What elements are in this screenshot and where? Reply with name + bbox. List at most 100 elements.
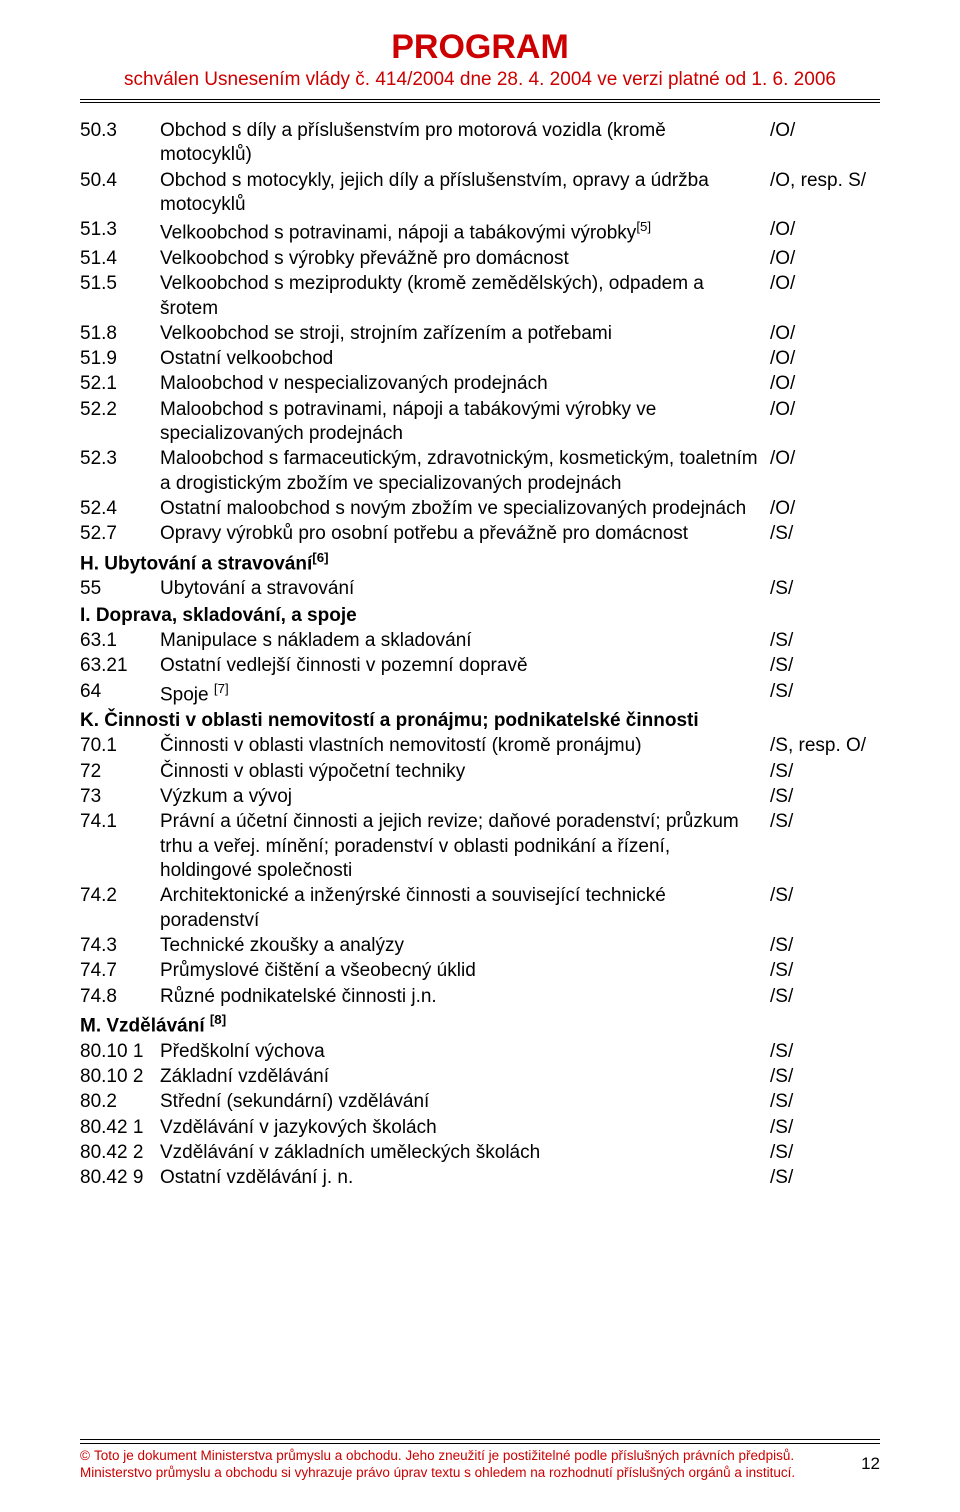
table-row: 55Ubytování a stravování/S/ [80, 577, 880, 601]
program-subtitle: schválen Usnesením vlády č. 414/2004 dne… [80, 69, 880, 91]
classification-tag: /O/ [770, 347, 880, 371]
classification-code: 51.8 [80, 322, 160, 346]
classification-tag: /S/ [770, 760, 880, 784]
classification-description: Velkoobchod s meziprodukty (kromě zemědě… [160, 272, 770, 321]
table-row: 52.3Maloobchod s farmaceutickým, zdravot… [80, 447, 880, 496]
classification-description: Maloobchod v nespecializovaných prodejná… [160, 372, 770, 396]
classification-description: Maloobchod s potravinami, nápoji a tabák… [160, 398, 770, 447]
classification-tag: /S/ [770, 1040, 880, 1064]
copyright-icon: © [80, 1448, 90, 1465]
classification-description: Vzdělávání v základních uměleckých školá… [160, 1141, 770, 1165]
table-row: 52.4Ostatní maloobchod s novým zbožím ve… [80, 497, 880, 521]
table-row: 80.10 1Předškolní výchova/S/ [80, 1040, 880, 1064]
classification-code: 74.7 [80, 959, 160, 983]
table-row: 51.9Ostatní velkoobchod/O/ [80, 347, 880, 371]
table-row: 74.2Architektonické a inženýrské činnost… [80, 884, 880, 933]
classification-code: 80.10 2 [80, 1065, 160, 1089]
classification-tag: /S/ [770, 1141, 880, 1165]
classification-code: 74.2 [80, 884, 160, 908]
classification-code: 70.1 [80, 734, 160, 758]
classification-tag: /O/ [770, 218, 880, 242]
table-row: 63.1Manipulace s nákladem a skladování/S… [80, 629, 880, 653]
table-row: 70.1Činnosti v oblasti vlastních nemovit… [80, 734, 880, 758]
table-row: 50.4Obchod s motocykly, jejich díly a př… [80, 169, 880, 218]
classification-tag: /O/ [770, 372, 880, 396]
classification-description: Ostatní maloobchod s novým zbožím ve spe… [160, 497, 770, 521]
classification-code: 80.42 9 [80, 1166, 160, 1190]
classification-tag: /O/ [770, 447, 880, 471]
footer-text: © Toto je dokument Ministerstva průmyslu … [80, 1448, 840, 1482]
classification-description: Vzdělávání v jazykových školách [160, 1116, 770, 1140]
classification-description: Velkoobchod s výrobky převážně pro domác… [160, 247, 770, 271]
classification-tag: /S/ [770, 629, 880, 653]
footnote-ref: [6] [312, 550, 328, 565]
section-heading: I. Doprava, skladování, a spoje [80, 604, 880, 628]
table-row: 51.8Velkoobchod se stroji, strojním zaří… [80, 322, 880, 346]
table-row: 51.3Velkoobchod s potravinami, nápoji a … [80, 218, 880, 246]
classification-code: 52.1 [80, 372, 160, 396]
classification-code: 52.7 [80, 522, 160, 546]
table-row: 74.1Právní a účetní činnosti a jejich re… [80, 810, 880, 883]
classification-description: Průmyslové čištění a všeobecný úklid [160, 959, 770, 983]
classification-description: Obchod s motocykly, jejich díly a příslu… [160, 169, 770, 218]
classification-tag: /O/ [770, 247, 880, 271]
section-heading: M. Vzdělávání [8] [80, 1011, 880, 1039]
document-page: PROGRAM schválen Usnesením vlády č. 414/… [0, 0, 960, 1512]
classification-code: 51.4 [80, 247, 160, 271]
classification-tag: /S/ [770, 680, 880, 704]
footer-rule-bottom [80, 1443, 880, 1444]
classification-code: 80.42 2 [80, 1141, 160, 1165]
footer-line-2: Ministerstvo průmyslu a obchodu si vyhra… [80, 1465, 795, 1480]
classification-tag: /S/ [770, 985, 880, 1009]
table-row: 52.7Opravy výrobků pro osobní potřebu a … [80, 522, 880, 546]
table-row: 64Spoje [7]/S/ [80, 680, 880, 708]
table-row: 51.5Velkoobchod s meziprodukty (kromě ze… [80, 272, 880, 321]
table-row: 63.21Ostatní vedlejší činnosti v pozemní… [80, 654, 880, 678]
table-row: 80.10 2Základní vzdělávání/S/ [80, 1065, 880, 1089]
classification-code: 74.8 [80, 985, 160, 1009]
table-row: 52.1Maloobchod v nespecializovaných prod… [80, 372, 880, 396]
classification-code: 80.10 1 [80, 1040, 160, 1064]
classification-code: 50.3 [80, 119, 160, 143]
classification-description: Ostatní vzdělávání j. n. [160, 1166, 770, 1190]
classification-tag: /S/ [770, 959, 880, 983]
section-heading: H. Ubytování a stravování[6] [80, 549, 880, 577]
table-row: 73Výzkum a vývoj/S/ [80, 785, 880, 809]
classification-tag: /S/ [770, 884, 880, 908]
classification-code: 73 [80, 785, 160, 809]
classification-code: 51.3 [80, 218, 160, 242]
classification-tag: /S/ [770, 1090, 880, 1114]
classification-description: Různé podnikatelské činnosti j.n. [160, 985, 770, 1009]
classification-tag: /S/ [770, 1065, 880, 1089]
classification-description: Předškolní výchova [160, 1040, 770, 1064]
classification-table: 50.3Obchod s díly a příslušenstvím pro m… [80, 119, 880, 1190]
classification-description: Manipulace s nákladem a skladování [160, 629, 770, 653]
footer-rule-top [80, 1439, 880, 1440]
section-heading: K. Činnosti v oblasti nemovitostí a pron… [80, 709, 880, 733]
classification-description: Obchod s díly a příslušenstvím pro motor… [160, 119, 770, 168]
table-row: 80.2Střední (sekundární) vzdělávání/S/ [80, 1090, 880, 1114]
classification-code: 63.1 [80, 629, 160, 653]
classification-tag: /S/ [770, 577, 880, 601]
table-row: 80.42 1Vzdělávání v jazykových školách/S… [80, 1116, 880, 1140]
classification-code: 74.3 [80, 934, 160, 958]
classification-description: Výzkum a vývoj [160, 785, 770, 809]
table-row: 74.3Technické zkoušky a analýzy/S/ [80, 934, 880, 958]
classification-tag: /O/ [770, 497, 880, 521]
classification-description: Základní vzdělávání [160, 1065, 770, 1089]
footnote-ref: [8] [210, 1012, 226, 1027]
classification-tag: /S/ [770, 1166, 880, 1190]
classification-tag: /O/ [770, 398, 880, 422]
classification-description: Ostatní velkoobchod [160, 347, 770, 371]
classification-description: Střední (sekundární) vzdělávání [160, 1090, 770, 1114]
classification-tag: /S/ [770, 810, 880, 834]
table-row: 72Činnosti v oblasti výpočetní techniky/… [80, 760, 880, 784]
classification-tag: /S/ [770, 934, 880, 958]
classification-description: Velkoobchod s potravinami, nápoji a tabá… [160, 218, 770, 246]
classification-description: Právní a účetní činnosti a jejich revize… [160, 810, 770, 883]
classification-description: Maloobchod s farmaceutickým, zdravotnick… [160, 447, 770, 496]
classification-code: 51.5 [80, 272, 160, 296]
footer-line-1: Toto je dokument Ministerstva průmyslu a… [94, 1448, 794, 1463]
classification-code: 80.42 1 [80, 1116, 160, 1140]
classification-code: 72 [80, 760, 160, 784]
